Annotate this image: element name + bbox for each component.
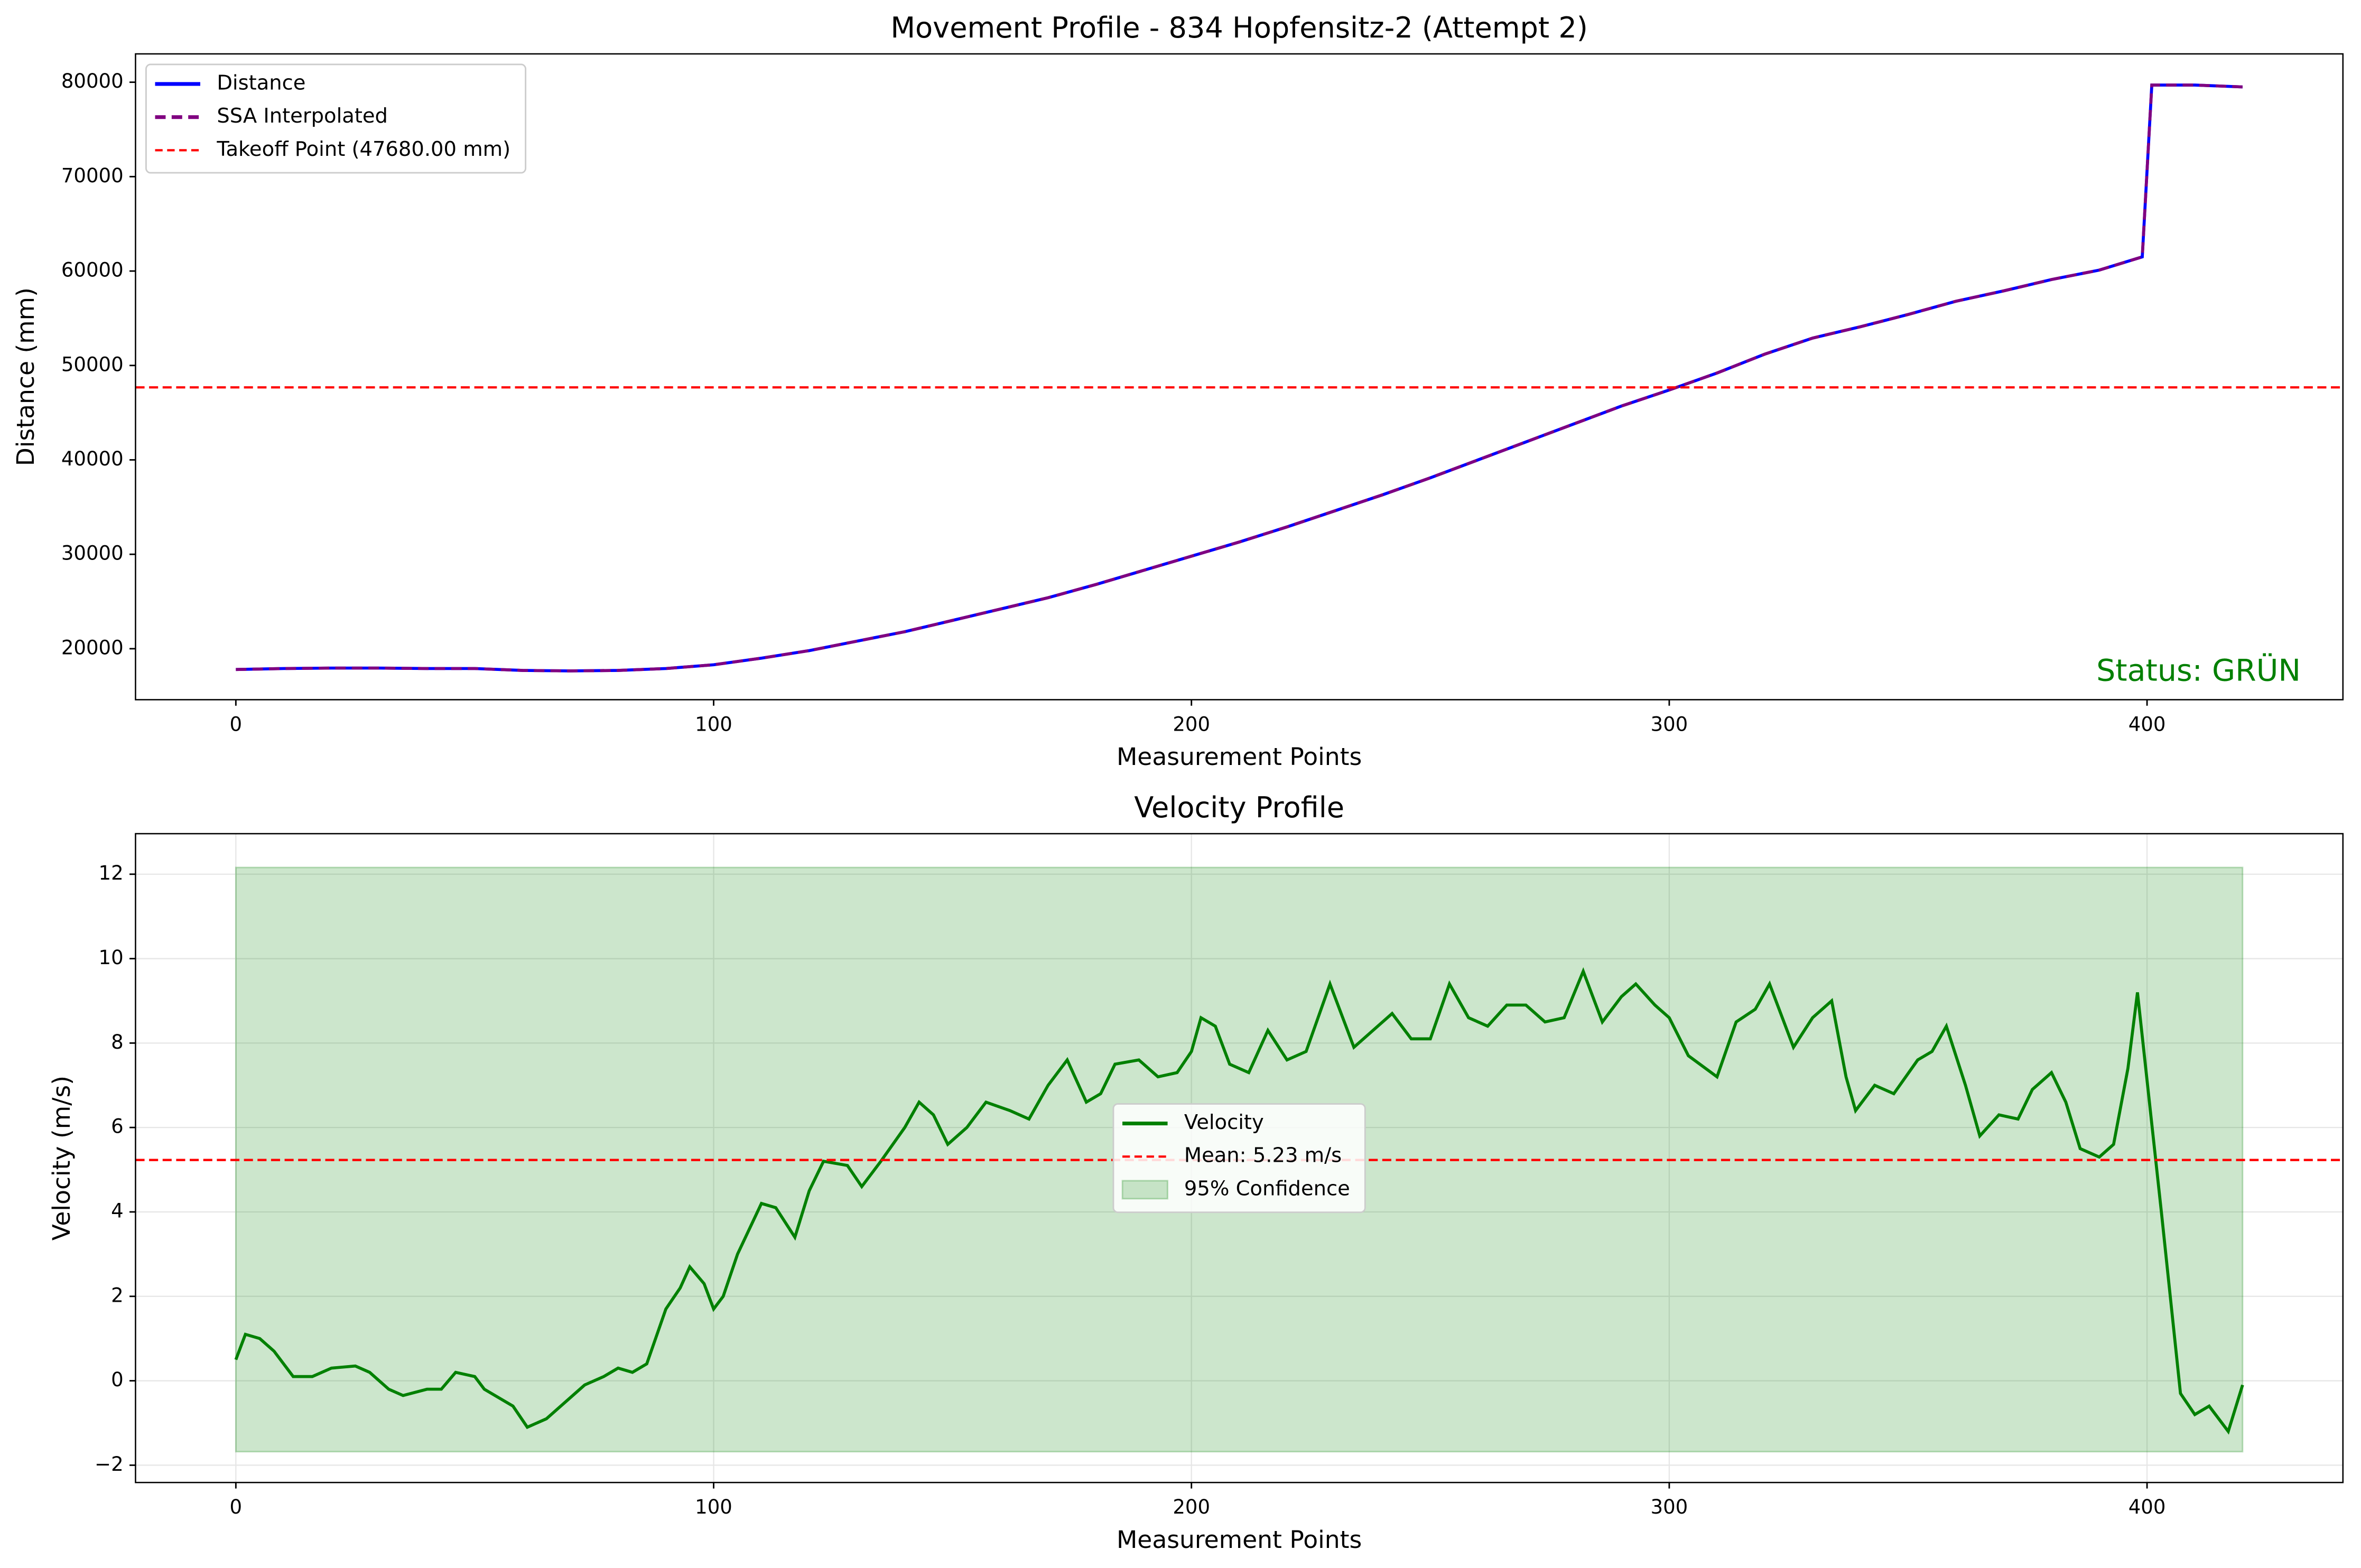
legend: Distance SSA Interpolated Takeoff Point (4… [145,63,527,174]
x-tick-label: 300 [1651,713,1688,735]
y-tick-label: 70000 [61,164,124,187]
plot-frame [135,833,2344,1483]
legend-swatch [1121,1180,1168,1200]
y-tick-label: 12 [99,862,124,884]
y-tick-label: 6 [111,1115,124,1138]
x-tick-label: 200 [1173,1496,1210,1518]
subplot: 20000 30000 40000 50000 60000 70000 80000 0 100 2… [12,11,2344,771]
chart-title: Velocity Profile [1134,791,1344,824]
y-tick-label: 0 [111,1368,124,1391]
y-tick-label: 40000 [61,447,124,470]
y-tick-label: 10 [99,946,124,969]
legend-label: Takeoff Point (47680.00 mm) [216,137,510,161]
y-tick-label: 30000 [61,542,124,565]
y-tick-label: 4 [111,1199,124,1222]
plot-frame [135,53,2344,701]
series-line [236,83,2243,673]
y-axis-label: Velocity (m/s) [48,1076,76,1240]
x-tick-label: 300 [1651,1496,1688,1518]
y-tick-label: 2 [111,1284,124,1306]
legend-label: Mean: 5.23 m/s [1184,1144,1342,1168]
legend: Velocity Mean: 5.23 m/s 95% Confidence [1112,1103,1366,1214]
series-line [236,83,2243,673]
legend-label: 95% Confidence [1184,1177,1350,1200]
x-tick-label: 100 [695,1496,732,1518]
legend-label: Velocity [1184,1110,1264,1134]
y-tick-label: 8 [111,1031,124,1053]
chart-title: Movement Profile - 834 Hopfensitz-2 (Att… [890,11,1588,44]
x-tick-label: 100 [695,713,732,735]
legend-box [145,63,527,174]
y-tick-label: 80000 [61,70,124,92]
status-annotation: Status: GRÜN [2096,653,2301,688]
y-axis-label: Distance (mm) [12,287,40,466]
legend-box [1112,1103,1366,1214]
y-tick-label: −2 [95,1453,124,1476]
x-axis-label: Measurement Points [1117,1526,1362,1554]
x-tick-label: 0 [230,713,243,735]
x-axis-label: Measurement Points [1117,743,1362,771]
series-line [234,967,2244,1435]
x-tick-label: 400 [2128,1496,2166,1518]
x-tick-label: 200 [1173,713,1210,735]
y-tick-label: 60000 [61,259,124,282]
legend-label: Distance [217,71,305,95]
subplot: −2 0 2 4 6 8 10 12 0 100 200 300 400 Velocity Profile… [48,791,2344,1554]
y-tick-label: 20000 [61,636,124,659]
x-tick-label: 0 [230,1496,243,1518]
y-tick-label: 50000 [61,353,124,376]
legend-label: SSA Interpolated [217,104,388,128]
x-tick-label: 400 [2128,713,2166,735]
